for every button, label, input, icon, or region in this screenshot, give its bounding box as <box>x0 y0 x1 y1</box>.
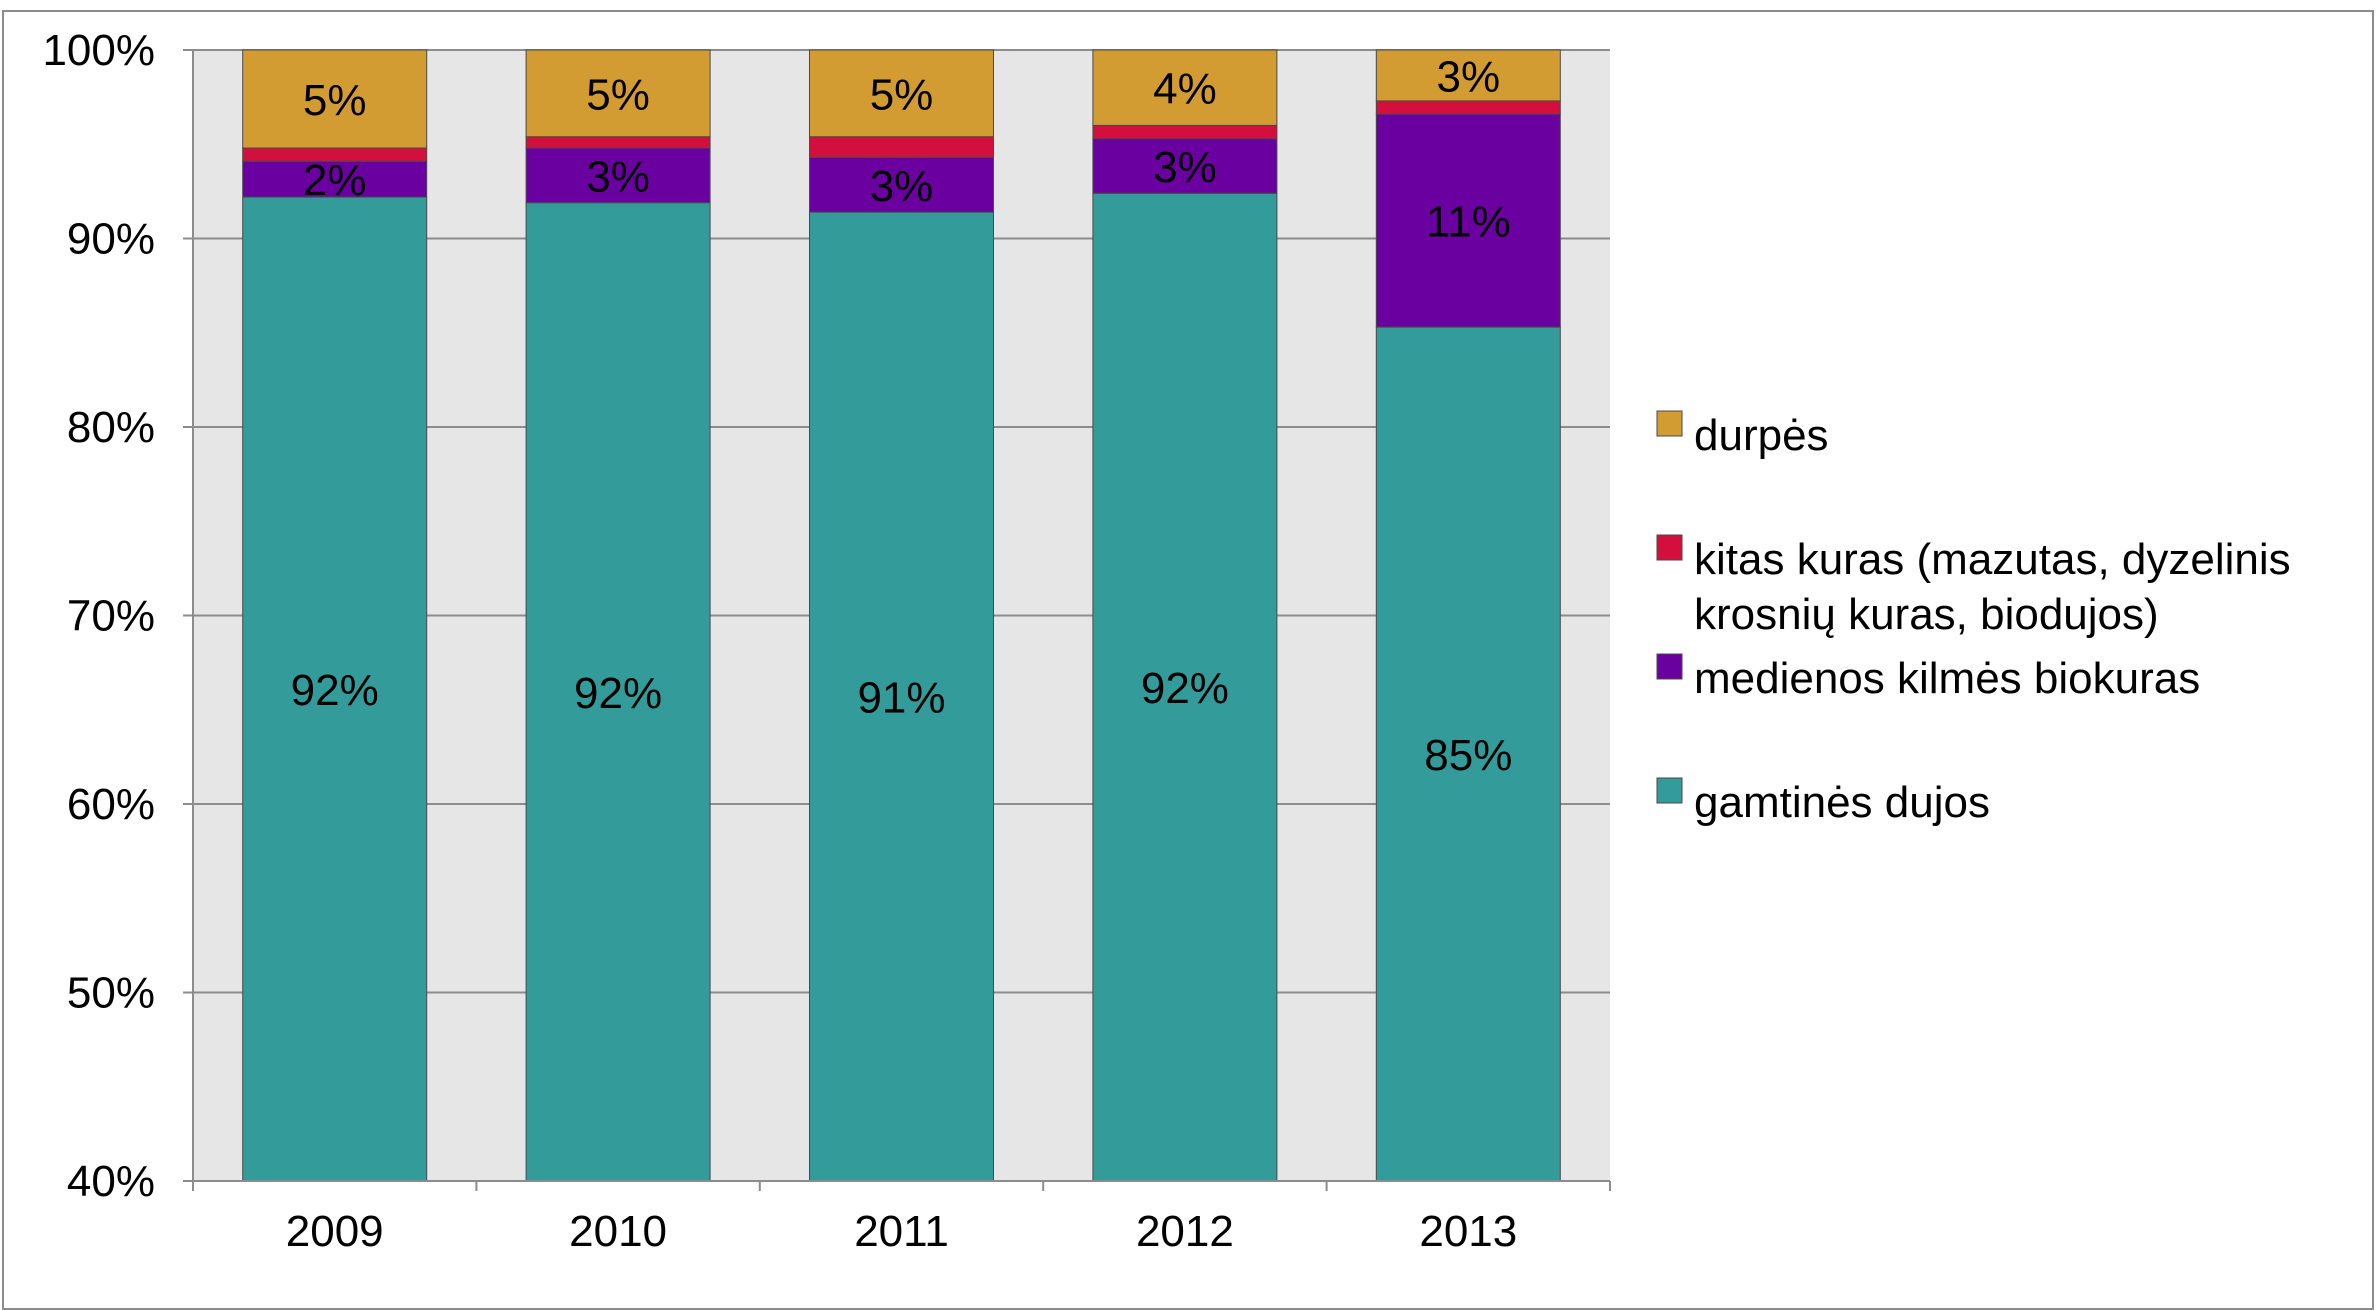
bar-segment <box>1375 113 1561 328</box>
data-label: 2% <box>303 156 367 205</box>
data-label: 3% <box>870 162 934 211</box>
data-label: 4% <box>1153 65 1217 114</box>
bar-segment <box>809 136 994 158</box>
legend-label: kitas kuras (mazutas, dyzelinis <box>1694 535 2291 584</box>
data-label: 5% <box>303 76 367 125</box>
data-label: 85% <box>1424 731 1512 780</box>
data-label: 11% <box>1426 198 1511 247</box>
x-tick-label: 2009 <box>286 1207 384 1256</box>
bar-segment <box>1092 192 1278 1182</box>
stacked-bar-chart: 40% 50% 60% 70% 80% 90% 100% 2009 2010 2011 2012 20… <box>42 26 2291 1256</box>
data-labels: 92% 2% 5% 92% 3% 5% 91% 3% 5% 92% 3% 4% 85% 11% 3% <box>291 52 1513 780</box>
data-label: 3% <box>1437 52 1501 101</box>
data-label: 92% <box>291 666 379 715</box>
bar-segment <box>809 211 994 1182</box>
bar-segment <box>1092 124 1278 140</box>
bar-segment <box>525 202 711 1182</box>
y-tick-label: 50% <box>67 969 155 1018</box>
y-tick-label: 90% <box>67 215 155 264</box>
bar-segment <box>1375 49 1561 102</box>
data-label: 91% <box>857 674 945 723</box>
x-tick-label: 2010 <box>569 1207 667 1256</box>
data-label: 92% <box>574 669 662 718</box>
data-label: 3% <box>586 152 650 201</box>
bar-segment <box>809 49 994 138</box>
y-tick-label: 40% <box>67 1157 155 1206</box>
bar-segment <box>525 147 711 204</box>
bar-segment <box>525 49 711 138</box>
bar-segment <box>242 196 428 1182</box>
data-label: 5% <box>586 70 650 119</box>
legend-swatch <box>1656 653 1683 680</box>
bar-segment <box>1375 326 1561 1182</box>
y-tick-label: 80% <box>67 403 155 452</box>
y-tick-label: 100% <box>42 26 155 75</box>
legend-label: medienos kilmės biokuras <box>1694 654 2200 703</box>
axes: 40% 50% 60% 70% 80% 90% 100% 2009 2010 2011 2012 20… <box>42 26 1611 1256</box>
data-label: 3% <box>1153 143 1217 192</box>
bar-segment <box>1092 49 1278 126</box>
x-tick-label: 2013 <box>1419 1207 1517 1256</box>
bar-segment <box>1375 100 1561 115</box>
data-label: 92% <box>1141 664 1229 713</box>
legend-swatch <box>1656 410 1683 437</box>
legend-swatch <box>1656 777 1683 804</box>
legend-label: gamtinės dujos <box>1694 778 1990 827</box>
legend-label: krosnių kuras, biodujos) <box>1694 590 2159 639</box>
data-label: 5% <box>870 70 934 119</box>
bar-segment <box>242 49 428 149</box>
x-tick-label: 2012 <box>1136 1207 1234 1256</box>
bar-segment <box>809 156 994 213</box>
bars <box>242 49 1561 1182</box>
y-tick-label: 60% <box>67 780 155 829</box>
legend-swatch <box>1656 534 1683 561</box>
legend-label: durpės <box>1694 411 1829 460</box>
y-tick-label: 70% <box>67 592 155 641</box>
bar-segment <box>525 136 711 149</box>
x-tick-label: 2011 <box>854 1207 949 1256</box>
legend: durpės kitas kuras (mazutas, dyzelinis kro… <box>1656 410 2291 827</box>
